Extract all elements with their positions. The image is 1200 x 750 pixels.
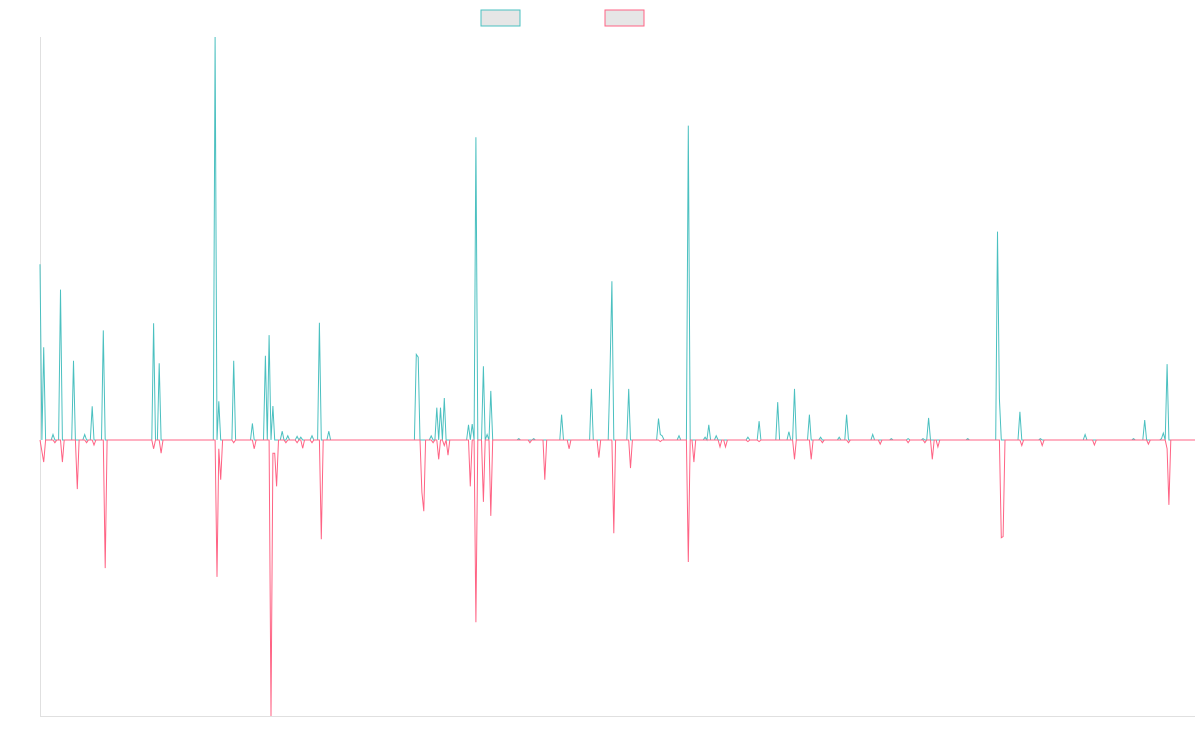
legend-swatch-series-a[interactable]	[480, 9, 521, 27]
legend-swatch-series-b[interactable]	[604, 9, 645, 27]
legend[interactable]	[480, 9, 645, 27]
series-line-a	[39, 36, 1195, 442]
series-layer	[39, 36, 1195, 717]
axes	[40, 37, 1195, 717]
series-line-b	[39, 439, 1195, 717]
